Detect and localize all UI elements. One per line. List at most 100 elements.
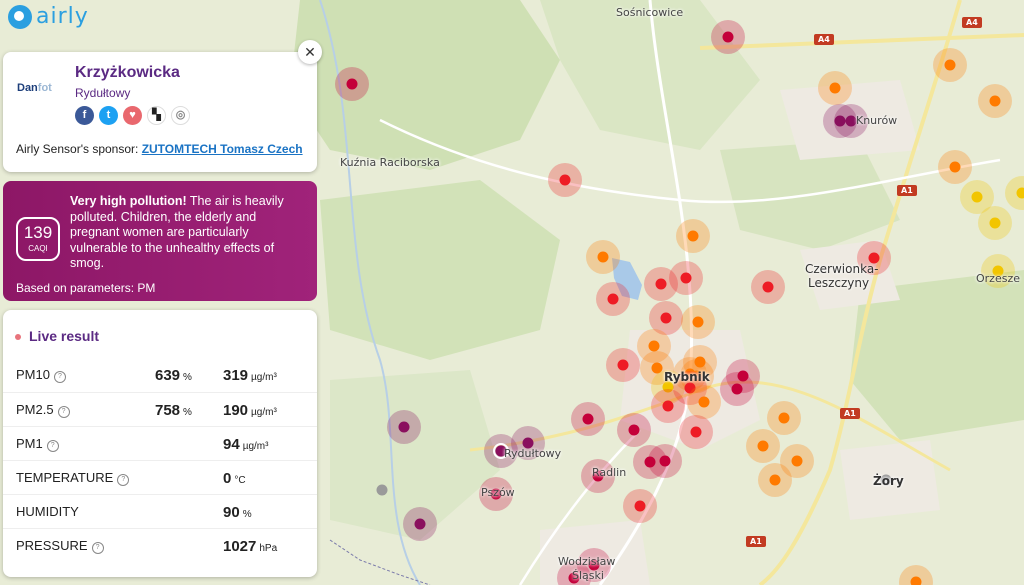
facebook-icon[interactable]: f xyxy=(75,106,94,125)
sensor-marker[interactable] xyxy=(778,412,790,424)
road-badge-a1: A1 xyxy=(897,185,917,196)
sponsor-link[interactable]: ZUTOMTECH Tomasz Czech xyxy=(141,142,303,156)
sensor-marker[interactable] xyxy=(592,470,604,482)
airly-logo-text: airly xyxy=(36,4,89,29)
sensor-marker[interactable] xyxy=(628,424,640,436)
sensor-marker[interactable] xyxy=(698,396,710,408)
locate-icon[interactable]: ◎ xyxy=(171,106,190,125)
sensor-marker[interactable] xyxy=(597,251,609,263)
sensor-marker[interactable] xyxy=(992,265,1004,277)
sensor-marker[interactable] xyxy=(722,31,734,43)
sensor-marker[interactable] xyxy=(687,230,699,242)
sensor-marker[interactable] xyxy=(868,252,880,264)
map-label-leszczyny: Leszczyny xyxy=(808,276,870,290)
sensor-marker[interactable] xyxy=(834,115,846,127)
sensor-marker[interactable] xyxy=(662,381,674,393)
sensor-marker[interactable] xyxy=(346,78,358,90)
measurement-row-pm25: PM2.5? 758% 190 µg/m³ xyxy=(3,392,317,427)
sponsor-line: Airly Sensor's sponsor: ZUTOMTECH Tomasz… xyxy=(16,142,303,156)
road-badge-a4: A4 xyxy=(962,17,982,28)
sensor-marker[interactable] xyxy=(694,356,706,368)
help-icon[interactable]: ? xyxy=(53,371,66,383)
sensor-marker[interactable] xyxy=(617,359,629,371)
sensor-marker[interactable] xyxy=(989,217,1001,229)
forest-area xyxy=(290,0,560,170)
sensor-marker[interactable] xyxy=(414,518,426,530)
measurement-value: 0 °C xyxy=(223,470,246,487)
sensor-marker[interactable] xyxy=(684,382,696,394)
sensor-marker[interactable] xyxy=(791,455,803,467)
sensor-marker[interactable] xyxy=(691,370,703,382)
sensor-marker[interactable] xyxy=(568,572,580,584)
help-icon[interactable]: ? xyxy=(91,542,104,554)
sensor-marker[interactable] xyxy=(692,316,704,328)
sensor-marker[interactable] xyxy=(490,488,502,500)
sensor-marker[interactable] xyxy=(648,340,660,352)
help-icon[interactable]: ? xyxy=(57,406,70,418)
sensor-marker[interactable] xyxy=(731,383,743,395)
sensor-marker[interactable] xyxy=(769,474,781,486)
help-icon[interactable]: ? xyxy=(46,440,59,452)
sensor-marker[interactable] xyxy=(607,293,619,305)
measurement-percent: 758% xyxy=(155,402,192,419)
sensor-marker[interactable] xyxy=(655,278,667,290)
twitter-icon[interactable]: t xyxy=(99,106,118,125)
sensor-marker[interactable] xyxy=(680,272,692,284)
forest-area xyxy=(330,370,500,540)
measurement-percent: 639% xyxy=(155,367,192,384)
alert-message: The air is heavily polluted. Children, t… xyxy=(70,194,284,270)
close-button[interactable]: ✕ xyxy=(298,40,322,64)
road-badge-a4: A4 xyxy=(814,34,834,45)
map-label-kuznia: Kuźnia Raciborska xyxy=(340,156,440,169)
sensor-marker[interactable] xyxy=(651,362,663,374)
forest-area xyxy=(850,270,1024,440)
sensor-marker[interactable] xyxy=(634,500,646,512)
sensor-marker[interactable] xyxy=(762,281,774,293)
sensor-marker[interactable] xyxy=(845,115,857,127)
caqi-badge: 139 CAQI xyxy=(16,217,60,261)
sensor-marker[interactable] xyxy=(588,559,600,571)
measurement-name: PM10 xyxy=(16,367,50,382)
lake xyxy=(612,258,642,300)
sensor-marker[interactable] xyxy=(690,426,702,438)
airly-swirl-icon xyxy=(8,4,32,29)
sensor-marker[interactable] xyxy=(398,421,410,433)
sensor-marker[interactable] xyxy=(944,59,956,71)
main-road xyxy=(379,118,1001,204)
measurement-name: PM2.5 xyxy=(16,402,54,417)
sensor-marker[interactable] xyxy=(910,576,922,585)
sensor-marker[interactable] xyxy=(659,455,671,467)
forest-area xyxy=(540,0,760,150)
sensor-marker[interactable] xyxy=(660,312,672,324)
sensor-marker[interactable] xyxy=(829,82,841,94)
measurement-value: 90% xyxy=(223,504,252,521)
caqi-value: 139 xyxy=(23,223,53,242)
measurement-name: HUMIDITY xyxy=(16,504,79,519)
sensor-marker[interactable] xyxy=(559,174,571,186)
sensor-marker[interactable] xyxy=(522,437,534,449)
station-city: Rydułtowy xyxy=(75,86,131,100)
help-icon[interactable]: ? xyxy=(117,474,130,486)
qr-code-icon[interactable]: ▚ xyxy=(147,106,166,125)
sensor-marker[interactable] xyxy=(644,456,656,468)
measurement-value: 190 µg/m³ xyxy=(223,402,277,419)
highway-a1 xyxy=(758,0,962,585)
sensor-marker[interactable] xyxy=(737,370,749,382)
sensor-marker[interactable] xyxy=(582,413,594,425)
sensor-marker[interactable] xyxy=(989,95,1001,107)
main-road xyxy=(469,380,951,472)
airly-logo[interactable]: airly xyxy=(8,4,89,29)
sensor-marker[interactable] xyxy=(662,400,674,412)
river xyxy=(319,0,421,585)
airly-share-icon[interactable]: ♥ xyxy=(123,106,142,125)
sensor-marker[interactable] xyxy=(376,484,388,496)
sensor-marker[interactable] xyxy=(757,440,769,452)
sensor-marker[interactable] xyxy=(495,445,507,457)
sensor-marker[interactable] xyxy=(1016,187,1024,199)
sensor-marker[interactable] xyxy=(971,191,983,203)
sensor-marker[interactable] xyxy=(949,161,961,173)
map-label-rybnik: Rybnik xyxy=(664,370,710,384)
measurement-row-pressure: PRESSURE? 1027 hPa xyxy=(3,528,317,563)
sensor-marker[interactable] xyxy=(880,474,892,486)
